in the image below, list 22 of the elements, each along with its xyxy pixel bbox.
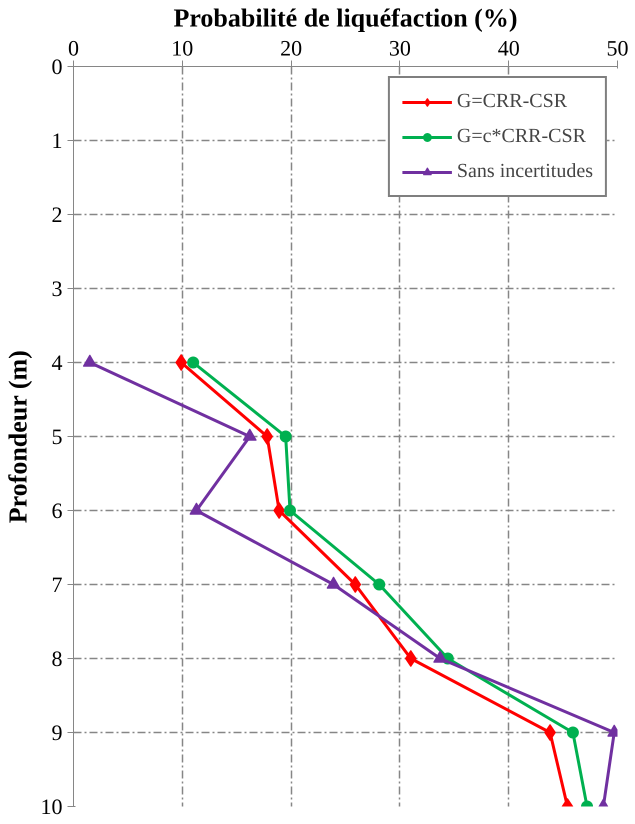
x-tick-label: 50: [606, 36, 628, 60]
x-tick-label: 30: [388, 36, 411, 60]
x-tick-label: 0: [68, 36, 79, 60]
legend-label: Sans incertitudes: [456, 160, 593, 183]
y-tick-label: 3: [52, 276, 62, 301]
legend-label: G=CRR-CSR: [456, 90, 568, 113]
y-tick-label: 6: [52, 498, 62, 523]
y-tick-label: 4: [52, 350, 62, 375]
y-tick-label: 2: [52, 202, 62, 227]
x-tick-label: 10: [171, 36, 194, 60]
y-tick-label: 8: [52, 646, 62, 671]
y-axis-title: Profondeur (m): [4, 350, 32, 524]
y-tick-label: 9: [52, 720, 62, 745]
y-tick-label: 0: [52, 54, 62, 79]
y-tick-label: 1: [52, 128, 62, 153]
y-tick-label: 7: [52, 572, 62, 597]
y-tick-label: 10: [40, 794, 62, 819]
y-tick-label: 5: [52, 424, 62, 449]
x-tick-label: 20: [280, 36, 302, 60]
x-tick-label: 40: [498, 36, 520, 60]
x-axis-title: Probabilité de liquéfaction (%): [174, 4, 518, 32]
legend-label: G=c*CRR-CSR: [456, 125, 586, 148]
